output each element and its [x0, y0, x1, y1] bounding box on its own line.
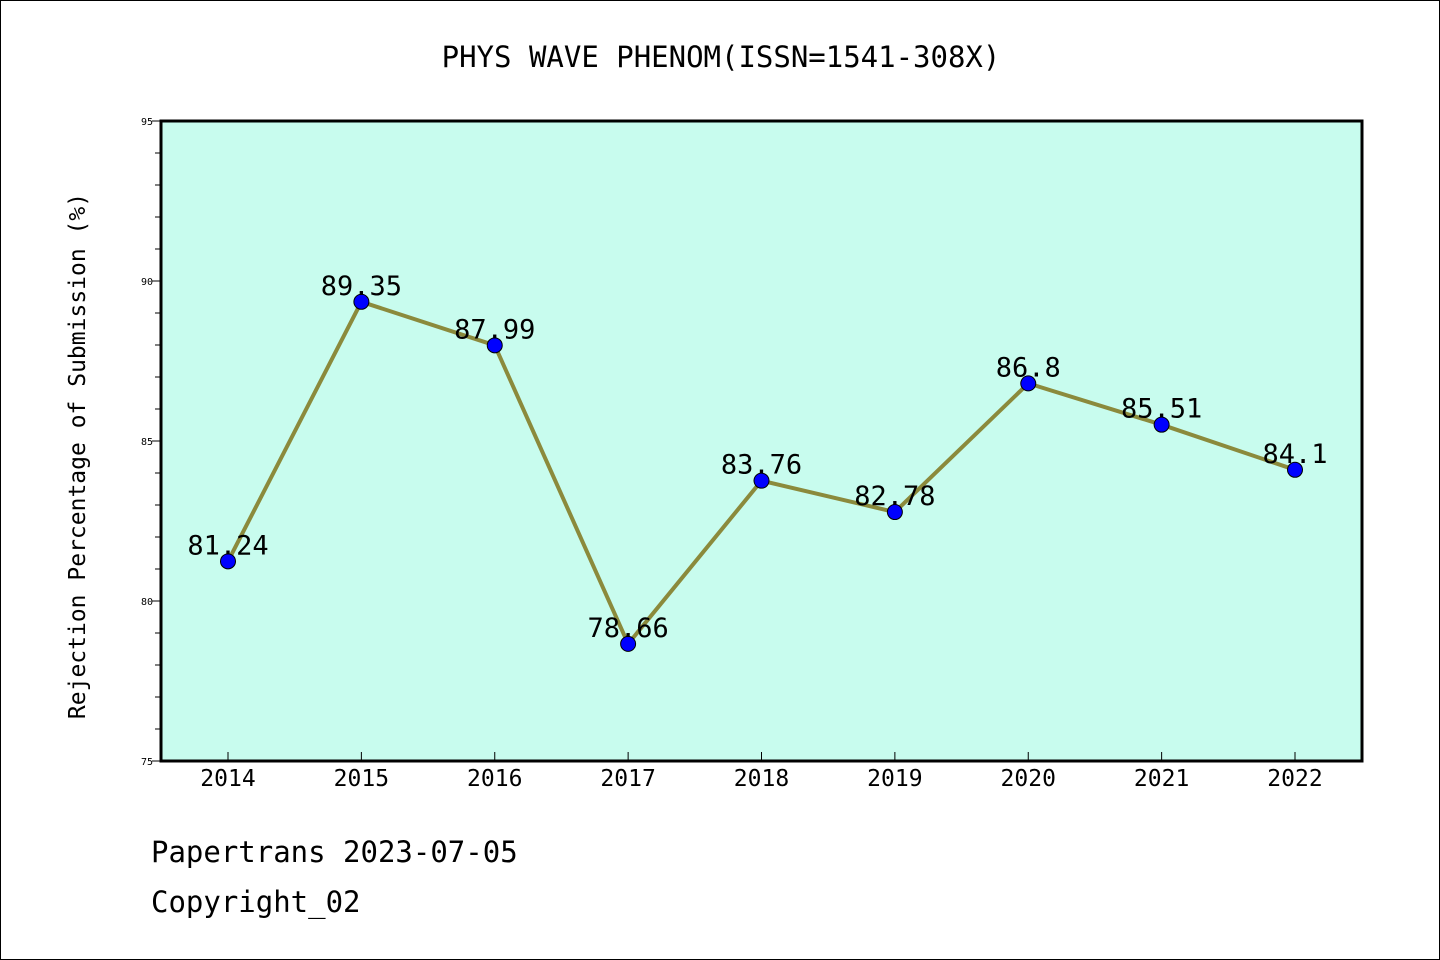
data-point [1153, 416, 1170, 433]
data-label: 83.76 [721, 450, 802, 481]
footer-date-line: Papertrans 2023-07-05 [151, 835, 518, 869]
data-point [753, 472, 770, 489]
chart-title: PHYS WAVE PHENOM(ISSN=1541-308X) [442, 40, 1001, 74]
data-point [486, 337, 503, 354]
y-tick-label: 75 [141, 757, 153, 768]
data-point [1020, 375, 1037, 392]
x-tick-label: 2018 [734, 766, 789, 792]
data-label: 82.78 [854, 481, 935, 512]
x-tick-label: 2019 [867, 766, 922, 792]
x-tick-label: 2017 [600, 766, 655, 792]
data-label: 81.24 [187, 530, 268, 561]
data-point [353, 293, 370, 310]
data-label: 78.66 [587, 613, 668, 644]
y-tick-label: 95 [141, 117, 153, 128]
y-axis-label: Rejection Percentage of Submission (%) [65, 193, 91, 719]
x-tick-label: 2016 [467, 766, 522, 792]
y-axis-ticks: 75 80 85 90 95 [141, 117, 161, 768]
x-tick-label: 2021 [1134, 766, 1189, 792]
x-tick-label: 2015 [334, 766, 389, 792]
footer-copyright-line: Copyright_02 [151, 885, 361, 919]
x-tick-label: 2014 [200, 766, 255, 792]
data-label: 85.51 [1121, 394, 1202, 425]
data-series: 81.24 89.35 87.99 78.66 83.76 82.78 86.8 85.51 8… [187, 271, 1328, 652]
data-label: 84.1 [1262, 439, 1327, 470]
plot-area [159, 119, 1364, 763]
data-point [1287, 461, 1303, 478]
data-point [220, 553, 236, 570]
data-label: 89.35 [321, 271, 402, 302]
data-point [886, 504, 903, 521]
y-tick-label: 80 [141, 597, 153, 608]
data-point [620, 635, 637, 652]
data-label: 87.99 [454, 314, 535, 345]
x-tick-label: 2020 [1001, 766, 1056, 792]
data-label: 86.8 [996, 352, 1061, 383]
x-tick-label: 2022 [1267, 766, 1322, 792]
y-tick-label: 85 [141, 437, 153, 448]
x-axis-ticks: 2014 2015 2016 2017 2018 2019 2020 2021 2022 [200, 752, 1323, 792]
y-tick-label: 90 [141, 277, 153, 288]
